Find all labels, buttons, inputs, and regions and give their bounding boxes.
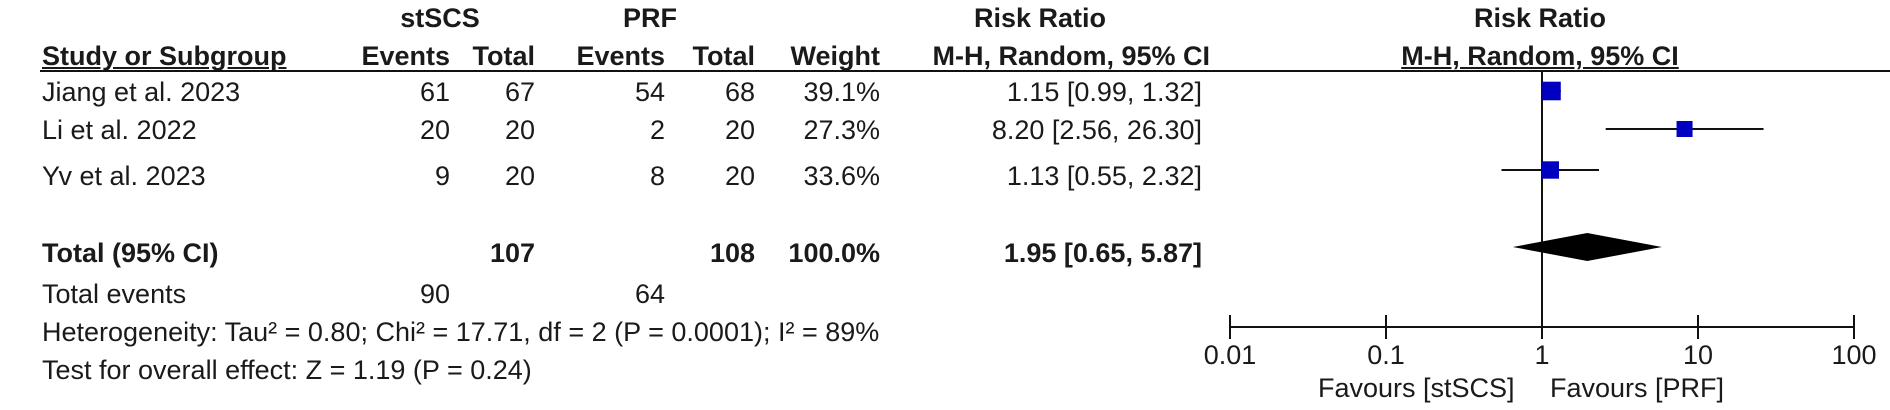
col-weight-header: Weight: [790, 41, 881, 71]
favours-right-label: Favours [PRF]: [1550, 373, 1725, 403]
total2-sum: 108: [709, 238, 755, 268]
total2-value: 68: [724, 77, 755, 107]
x-tick-label: 1: [1534, 340, 1549, 370]
x-tick-label: 0.1: [1367, 340, 1405, 370]
col-events1-header: Events: [361, 41, 450, 71]
col-method-header: M-H, Random, 95% CI: [932, 41, 1210, 71]
col-total1-header: Total: [472, 41, 536, 71]
events1-value: 20: [419, 115, 450, 145]
plot-header: Risk Ratio: [1473, 3, 1607, 33]
weight-value: 33.6%: [803, 161, 880, 191]
pooled-diamond: [1512, 233, 1662, 261]
plot-method-header: M-H, Random, 95% CI: [1401, 41, 1679, 71]
rr-header: Risk Ratio: [973, 3, 1107, 33]
study-name: Jiang et al. 2023: [42, 77, 241, 107]
heterogeneity-text: Heterogeneity: Tau² = 0.80; Chi² = 17.71…: [42, 317, 880, 347]
total2-value: 20: [724, 161, 755, 191]
events2-value: 54: [634, 77, 665, 107]
overall-effect-text: Test for overall effect: Z = 1.19 (P = 0…: [42, 355, 532, 385]
study-name: Yv et al. 2023: [42, 161, 206, 191]
total1-value: 20: [504, 115, 535, 145]
col-total2-header: Total: [692, 41, 756, 71]
x-tick-label: 100: [1831, 340, 1876, 370]
total1-value: 67: [504, 77, 535, 107]
weight-value: 27.3%: [803, 115, 880, 145]
events2-sum: 64: [634, 279, 665, 309]
point-estimate-marker: [1676, 120, 1693, 138]
x-tick-label: 0.01: [1204, 340, 1257, 370]
total-label: Total (95% CI): [42, 238, 219, 268]
total-ci: 1.95 [0.65, 5.87]: [1003, 238, 1202, 268]
point-estimate-marker: [1542, 81, 1561, 101]
events1-value: 9: [434, 161, 450, 191]
events-label: Total events: [42, 279, 187, 309]
col-events2-header: Events: [576, 41, 665, 71]
events2-value: 2: [649, 115, 665, 145]
events1-sum: 90: [419, 279, 450, 309]
total-weight: 100.0%: [788, 238, 880, 268]
group1-header: stSCS: [400, 3, 480, 33]
events2-value: 8: [649, 161, 665, 191]
header-divider: [40, 70, 1890, 72]
total2-value: 20: [724, 115, 755, 145]
events1-value: 61: [419, 77, 450, 107]
total1-value: 20: [504, 161, 535, 191]
ci-value: 1.13 [0.55, 2.32]: [1006, 161, 1202, 191]
col-study-header: Study or Subgroup: [42, 41, 287, 71]
group2-header: PRF: [623, 3, 677, 33]
total1-sum: 107: [489, 238, 535, 268]
favours-left-label: Favours [stSCS]: [1318, 373, 1515, 403]
point-estimate-marker: [1541, 161, 1559, 179]
x-tick-label: 10: [1683, 340, 1713, 370]
weight-value: 39.1%: [803, 77, 880, 107]
study-name: Li et al. 2022: [42, 115, 197, 145]
ci-value: 1.15 [0.99, 1.32]: [1006, 77, 1202, 107]
ci-value: 8.20 [2.56, 26.30]: [991, 115, 1202, 145]
